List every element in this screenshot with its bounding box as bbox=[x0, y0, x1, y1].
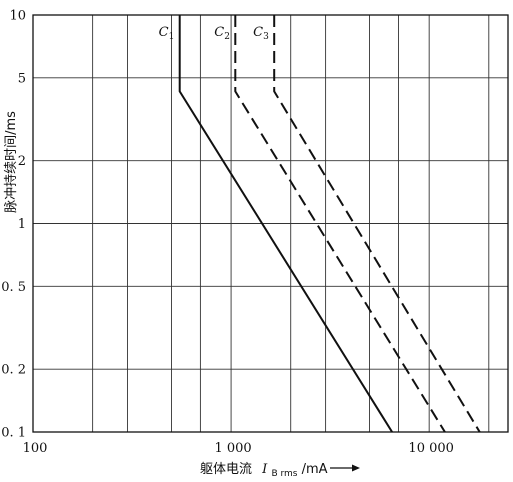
y-tick-label: 0. 2 bbox=[1, 363, 26, 378]
x-axis-label-prefix: 躯体电流 bbox=[200, 461, 252, 477]
x-axis-label-suffix: /mA bbox=[302, 462, 328, 477]
x-tick-label: 10 000 bbox=[408, 441, 454, 456]
x-axis-label: 躯体电流 I B rms /mA bbox=[200, 461, 360, 480]
series-line-c1 bbox=[178, 15, 393, 433]
x-axis-arrow-head bbox=[352, 464, 360, 472]
grid bbox=[32, 14, 508, 433]
series-label-c2: C2 bbox=[214, 25, 230, 42]
x-axis-label-subscript: B rms bbox=[271, 469, 297, 479]
x-tick-labels: 100 1 000 10 000 bbox=[23, 441, 454, 456]
series-lines bbox=[178, 15, 481, 433]
y-tick-label: 10 bbox=[9, 9, 26, 24]
y-tick-labels: 0. 1 0. 2 0. 5 1 2 5 10 bbox=[1, 9, 26, 441]
series-labels: C1 C2 C3 bbox=[159, 25, 269, 42]
series-line-c3 bbox=[273, 15, 481, 433]
svg-text:躯体电流 I B rms: 躯体电流 I B rms /mA bbox=[200, 461, 328, 480]
y-axis-label: 脉冲持续时间/ms bbox=[4, 111, 19, 213]
x-tick-label: 1 000 bbox=[214, 441, 251, 456]
y-tick-label: 5 bbox=[18, 71, 26, 86]
series-line-c2 bbox=[234, 15, 446, 433]
x-axis-label-symbol: I bbox=[261, 462, 268, 477]
y-tick-label: 2 bbox=[18, 154, 26, 169]
y-tick-label: 0. 1 bbox=[1, 426, 26, 441]
series-label-c1: C1 bbox=[159, 25, 175, 42]
series-label-c3: C3 bbox=[253, 25, 269, 42]
y-tick-label: 0. 5 bbox=[1, 280, 26, 295]
x-tick-label: 100 bbox=[23, 441, 48, 456]
y-tick-label: 1 bbox=[18, 217, 26, 232]
plot-frame bbox=[32, 14, 509, 433]
